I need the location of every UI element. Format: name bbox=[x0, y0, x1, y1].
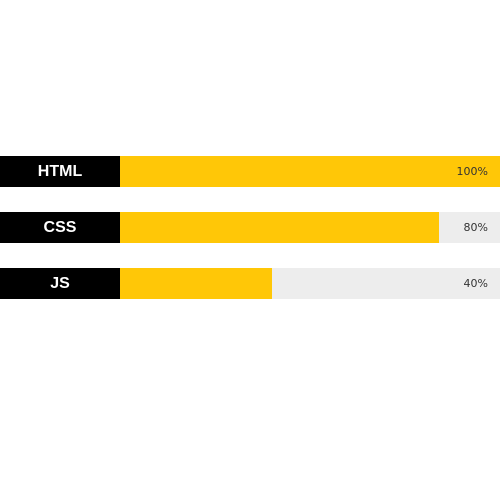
skill-percent-html: 100% bbox=[456, 165, 488, 178]
skill-percent-css: 80% bbox=[463, 221, 488, 234]
skills-list: HTML 100% CSS 80% JS 40% bbox=[0, 156, 500, 324]
skill-percent-js: 40% bbox=[463, 277, 488, 290]
skill-label-css: CSS bbox=[0, 212, 120, 243]
skill-progress-fill-js bbox=[120, 268, 272, 299]
skill-progress-fill-css bbox=[120, 212, 440, 243]
skill-label-html: HTML bbox=[0, 156, 120, 187]
skill-row-css: CSS 80% bbox=[0, 212, 500, 243]
skill-row-html: HTML 100% bbox=[0, 156, 500, 187]
skill-progress-track-js: 40% bbox=[120, 268, 500, 299]
skill-progress-fill-html bbox=[120, 156, 500, 187]
skill-row-js: JS 40% bbox=[0, 268, 500, 299]
skill-progress-track-html: 100% bbox=[120, 156, 500, 187]
skill-label-js: JS bbox=[0, 268, 120, 299]
skill-progress-track-css: 80% bbox=[120, 212, 500, 243]
